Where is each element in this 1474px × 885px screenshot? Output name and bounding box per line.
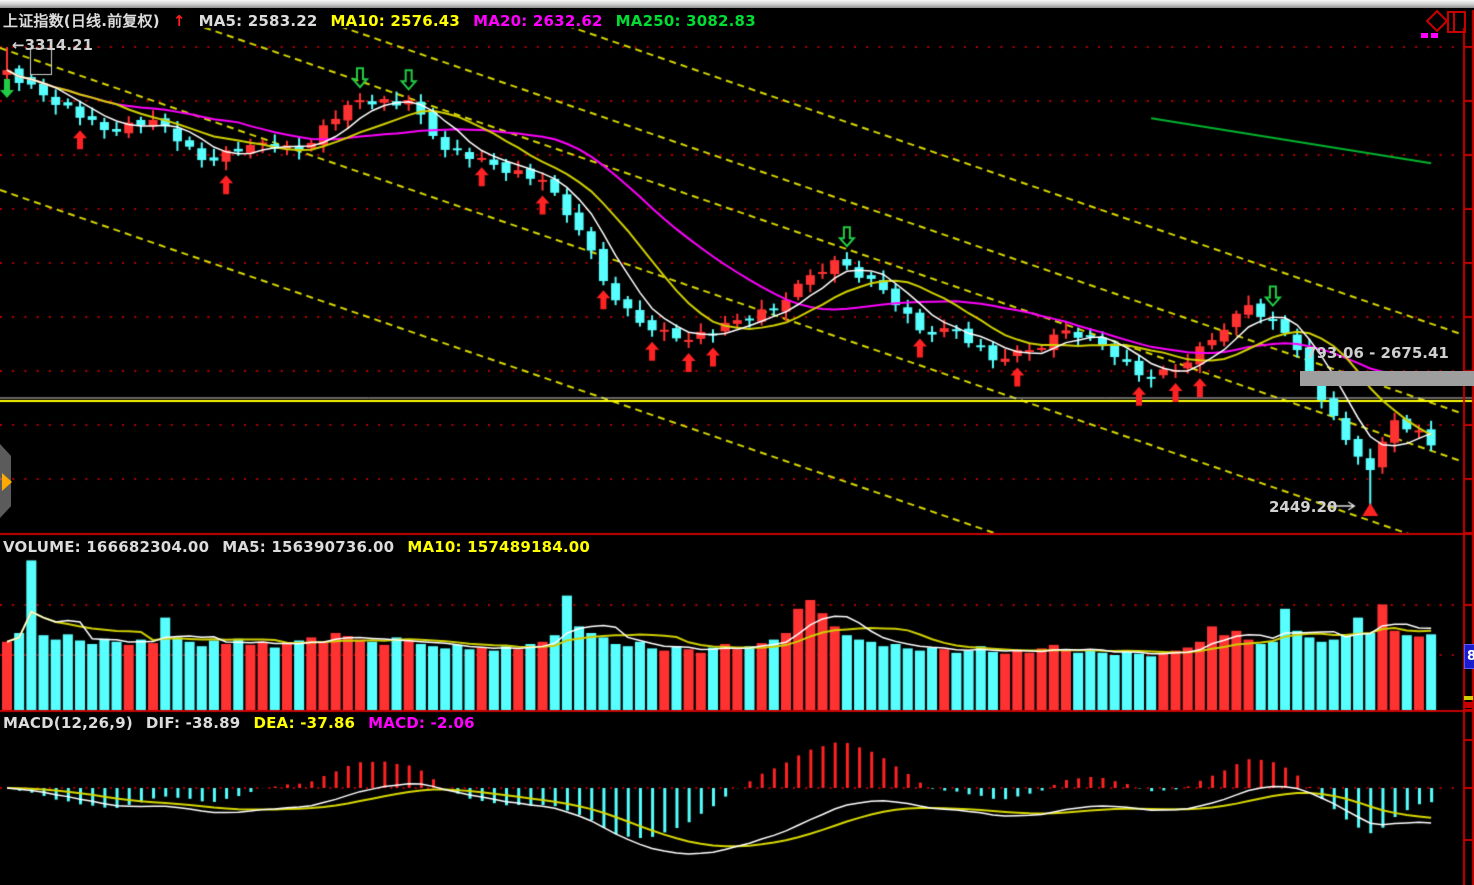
- split-window-divider: [1453, 13, 1455, 31]
- top-scrollbar[interactable]: [0, 0, 1474, 8]
- macd-dea-label: DEA: -37.86: [253, 714, 356, 732]
- left-arrow-glyph: ←: [12, 36, 25, 54]
- trend-up-icon: ↑: [172, 11, 186, 30]
- macd-value-label: MACD: -2.06: [368, 714, 475, 732]
- ma20-label: MA20: 2632.62: [473, 11, 603, 30]
- ma10-label: MA10: 2576.43: [330, 11, 461, 30]
- axis-label-fragment: [1464, 696, 1473, 700]
- volume-panel-header: VOLUME: 166682304.00 MA5: 156390736.00 M…: [3, 538, 603, 556]
- axis-label-fragment: [1464, 702, 1473, 708]
- ma5-label: MA5: 2583.22: [198, 11, 318, 30]
- range-readout-label: 793.06 - 2675.41: [1306, 344, 1449, 362]
- macd-panel-header: MACD(12,26,9) DIF: -38.89 DEA: -37.86 MA…: [3, 714, 488, 732]
- volume-ma10-label: MA10: 157489184.00: [407, 538, 591, 556]
- marker-dot: [1421, 33, 1428, 38]
- period-low-annotation: 2449.20: [1269, 498, 1338, 516]
- macd-dif-label: DIF: -38.89: [145, 714, 241, 732]
- period-high-value: 3314.21: [24, 36, 93, 54]
- chart-title: 上证指数(日线.前复权): [3, 12, 160, 30]
- volume-value-label: VOLUME: 166682304.00: [3, 538, 210, 556]
- expand-arrow-icon[interactable]: [2, 473, 12, 491]
- split-window-icon[interactable]: [1447, 11, 1466, 33]
- axis-badge: 8: [1464, 644, 1474, 669]
- period-high-annotation: ←3314.21: [12, 36, 93, 54]
- marker-dot: [1431, 33, 1438, 38]
- volume-ma5-label: MA5: 156390736.00: [222, 538, 395, 556]
- measure-highlight-bar[interactable]: [1300, 371, 1474, 386]
- ma250-label: MA250: 3082.83: [615, 11, 756, 30]
- main-chart-header: 上证指数(日线.前复权) ↑ MA5: 2583.22 MA10: 2576.4…: [3, 10, 769, 31]
- macd-name-label: MACD(12,26,9): [3, 714, 133, 732]
